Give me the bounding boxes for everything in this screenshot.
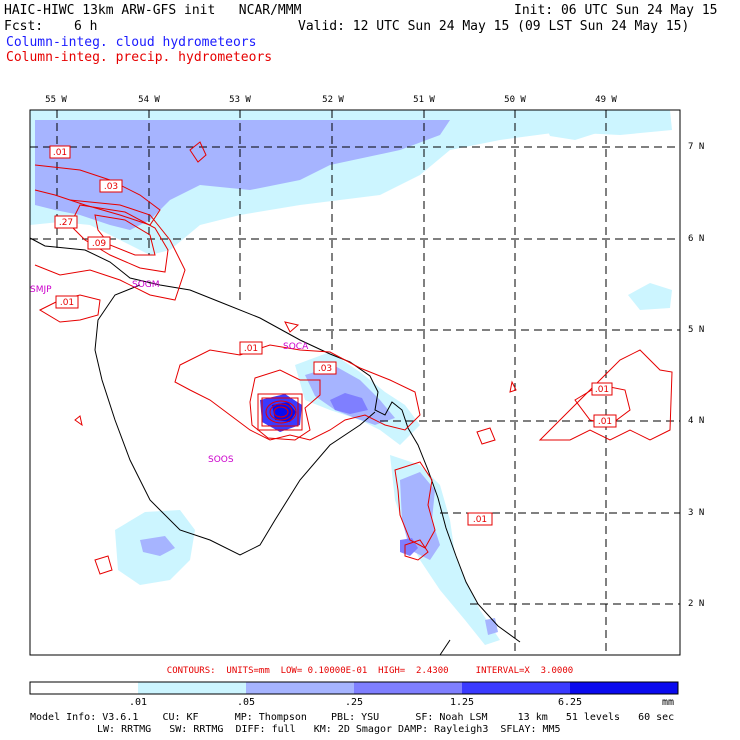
contour-label: .01 xyxy=(598,417,612,427)
colorbar-tick: .01 xyxy=(128,697,148,708)
colorbar-tick: 6.25 xyxy=(557,697,583,708)
contour-label: .01 xyxy=(60,298,74,308)
map-frame xyxy=(29,109,681,656)
station-labels: SMJP SOGM SOCA SOOS xyxy=(30,280,309,465)
lat-label: 7 N xyxy=(688,142,705,152)
cloud-field-legend: Column-integ. cloud hydrometeors xyxy=(6,35,257,50)
lon-label: 52 W xyxy=(322,95,344,105)
contour-info: CONTOURS: UNITS=mm LOW= 0.10000E-01 HIGH… xyxy=(166,666,574,676)
colorbar-tick: .05 xyxy=(236,697,256,708)
colorbar xyxy=(29,681,679,695)
lon-label: 50 W xyxy=(504,95,526,105)
contour-labels: .01 .03 .27 .09 .01 .01 .03 .01 .01 .01 xyxy=(49,145,617,526)
lat-label: 6 N xyxy=(688,234,705,244)
coastline xyxy=(29,237,521,656)
forecast-label: Fcst: xyxy=(4,19,44,34)
precip-contours xyxy=(34,141,673,575)
station-soos: SOOS xyxy=(208,455,234,465)
station-smjp: SMJP xyxy=(30,285,52,295)
cloud-fill-layer xyxy=(30,110,672,645)
contour-label: .01 xyxy=(473,515,487,525)
forecast-hour: 6 h xyxy=(74,19,98,34)
valid-time: Valid: 12 UTC Sun 24 May 15 (09 LST Sun … xyxy=(298,19,690,34)
contour-label: .01 xyxy=(53,148,67,158)
contour-label: .03 xyxy=(318,364,332,374)
init-time: Init: 06 UTC Sun 24 May 15 xyxy=(514,3,718,18)
model-title: HAIC-HIWC 13km ARW-GFS init NCAR/MMM xyxy=(4,3,302,18)
lon-label: 53 W xyxy=(229,95,251,105)
lat-label: 5 N xyxy=(688,325,705,335)
colorbar-tick: .25 xyxy=(344,697,364,708)
model-info-line1: Model Info: V3.6.1 CU: KF MP: Thompson P… xyxy=(30,712,675,723)
station-soca: SOCA xyxy=(283,342,309,352)
contour-label: .01 xyxy=(595,385,609,395)
model-info-line2: LW: RRTMG SW: RRTMG DIFF: full KM: 2D Sm… xyxy=(97,724,561,735)
contour-label: .09 xyxy=(92,239,107,249)
lon-label: 54 W xyxy=(138,95,160,105)
contour-label: .01 xyxy=(244,344,258,354)
colorbar-tick: 1.25 xyxy=(449,697,475,708)
lon-label: 51 W xyxy=(413,95,435,105)
contour-label: .27 xyxy=(59,218,73,228)
lat-label: 4 N xyxy=(688,416,705,426)
lon-label: 55 W xyxy=(45,95,67,105)
station-sogm: SOGM xyxy=(132,280,160,290)
colorbar-unit: mm xyxy=(661,697,675,708)
lon-label: 49 W xyxy=(595,95,617,105)
contour-label: .03 xyxy=(104,182,118,192)
graticule xyxy=(30,110,680,655)
lat-label: 3 N xyxy=(688,508,705,518)
precip-field-legend: Column-integ. precip. hydrometeors xyxy=(6,50,273,65)
lat-label: 2 N xyxy=(688,599,705,609)
